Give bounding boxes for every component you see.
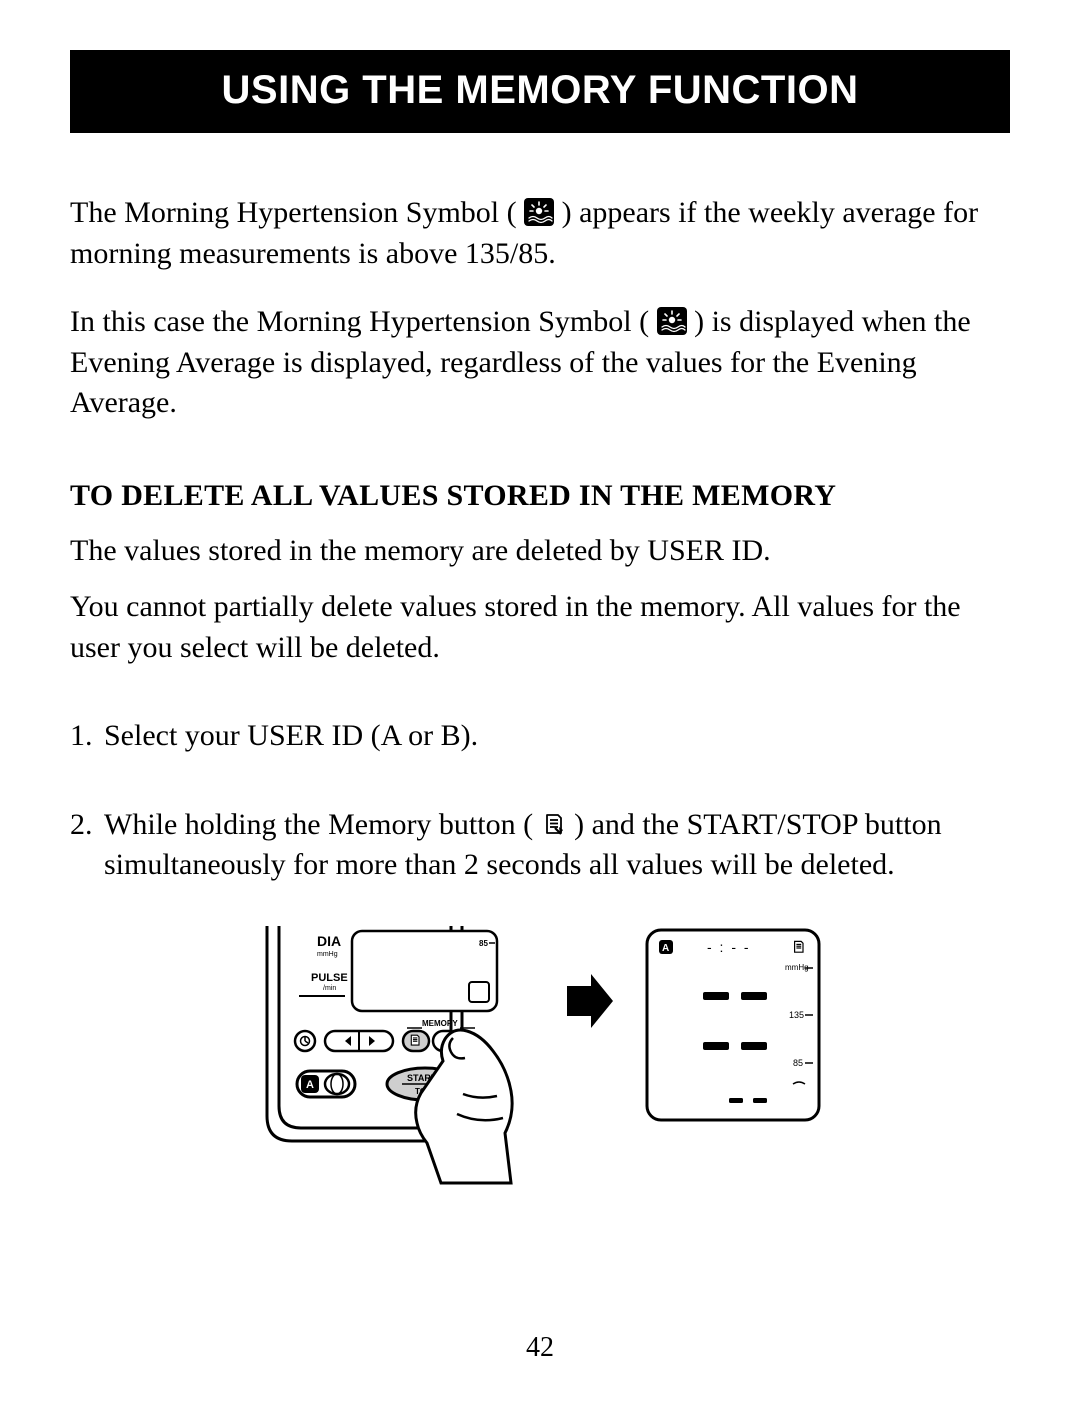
svg-text:- : - -: - : - -	[707, 939, 751, 955]
subheading-delete-all: TO DELETE ALL VALUES STORED IN THE MEMOR…	[70, 479, 1010, 513]
morning-hypertension-icon	[657, 307, 687, 335]
step-text: While holding the Memory button ( ) and …	[104, 805, 1010, 886]
paragraph-delete-2: You cannot partially delete values store…	[70, 587, 1010, 668]
paragraph-hypertension-1: The Morning Hypertension Symbol ( ) appe…	[70, 193, 1010, 274]
svg-text:DIA: DIA	[317, 933, 341, 949]
step-2: 2. While holding the Memory button ( ) a…	[70, 805, 1010, 886]
arrow-icon	[565, 926, 615, 1076]
svg-text:A: A	[662, 943, 669, 954]
step-1: 1. Select your USER ID (A or B).	[70, 716, 1010, 757]
text: While holding the Memory button (	[104, 808, 533, 841]
svg-text:85: 85	[793, 1058, 803, 1068]
svg-text:mmHg: mmHg	[317, 951, 338, 958]
svg-text:MEMORY: MEMORY	[422, 1019, 458, 1028]
step-number: 1.	[70, 716, 104, 757]
svg-text:135: 135	[789, 1010, 804, 1020]
step-number: 2.	[70, 805, 104, 886]
svg-text:PULSE: PULSE	[311, 972, 348, 984]
text: The Morning Hypertension Symbol (	[70, 196, 517, 229]
device-illustration: 85 DIA mmHg PULSE /min MEMORY	[257, 926, 537, 1186]
paragraph-hypertension-2: In this case the Morning Hypertension Sy…	[70, 302, 1010, 424]
paragraph-delete-1: The values stored in the memory are dele…	[70, 531, 1010, 572]
text: In this case the Morning Hypertension Sy…	[70, 305, 649, 338]
morning-hypertension-icon	[524, 198, 554, 226]
svg-text:85: 85	[479, 939, 488, 948]
svg-text:/min: /min	[323, 985, 336, 992]
section-header: USING THE MEMORY FUNCTION	[70, 50, 1010, 133]
svg-text:A: A	[306, 1079, 314, 1091]
step-text: Select your USER ID (A or B).	[104, 716, 478, 757]
page-number: 42	[0, 1332, 1080, 1364]
cleared-screen-illustration: A - : - - mmHg 135 85	[643, 926, 823, 1126]
manual-page: USING THE MEMORY FUNCTION The Morning Hy…	[0, 0, 1080, 1404]
memory-button-icon	[541, 808, 567, 834]
illustration-row: 85 DIA mmHg PULSE /min MEMORY	[70, 926, 1010, 1186]
